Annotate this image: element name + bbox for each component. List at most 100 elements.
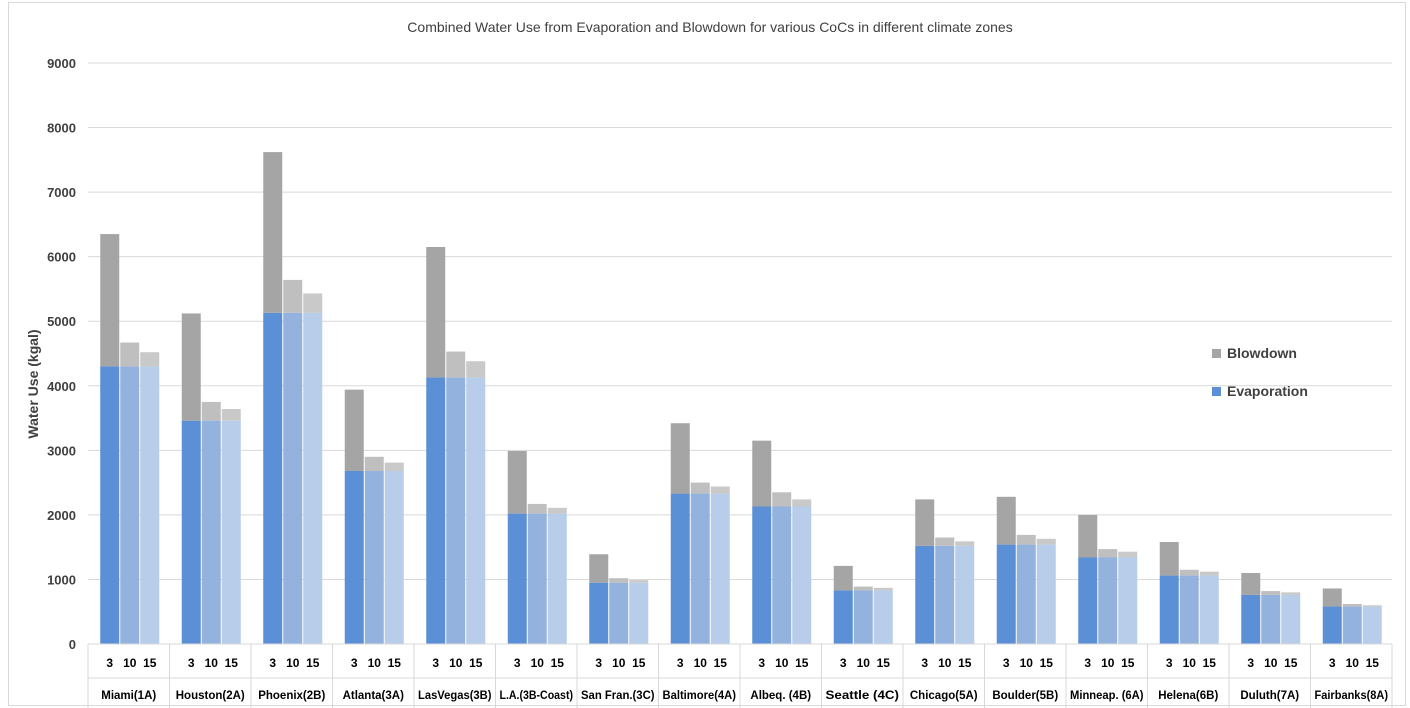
evaporation-bar — [263, 312, 283, 644]
blowdown-bar — [710, 486, 730, 494]
evaporation-bar — [1199, 575, 1219, 644]
blowdown-bar — [853, 586, 873, 591]
legend-swatch — [1212, 349, 1221, 358]
evaporation-bar — [1241, 594, 1261, 644]
blowdown-bar — [1179, 569, 1199, 576]
blowdown-bar — [466, 361, 486, 378]
evaporation-bar — [670, 493, 690, 644]
y-tick-label: 3000 — [47, 443, 76, 458]
evaporation-bar — [1179, 575, 1199, 644]
evaporation-bar — [1159, 575, 1179, 644]
y-tick-label: 5000 — [47, 314, 76, 329]
blowdown-bar — [833, 565, 853, 591]
y-tick-labels: 0 1000 2000 3000 4000 5000 6000 7000 8000 9000 — [47, 56, 76, 652]
evaporation-bar — [364, 470, 384, 644]
sub-category-label: 15 — [225, 656, 239, 670]
legend-label: Blowdown — [1227, 345, 1297, 361]
sub-category-label: 3 — [758, 656, 765, 670]
y-tick-label: 9000 — [47, 56, 76, 71]
evaporation-bar — [120, 366, 140, 644]
evaporation-bar — [1036, 544, 1056, 644]
chart-frame — [8, 2, 1406, 706]
evaporation-bar — [1261, 594, 1281, 644]
sub-category-label: 15 — [306, 656, 320, 670]
blowdown-bar — [1078, 514, 1098, 558]
legend: Blowdown Evaporation — [1212, 345, 1308, 399]
sub-category-label: 3 — [595, 656, 602, 670]
blowdown-bar — [589, 554, 609, 583]
sub-category-label: 3 — [677, 656, 684, 670]
blowdown-bar — [1281, 592, 1301, 595]
sub-category-label: 10 — [368, 656, 382, 670]
sub-category-label: 10 — [286, 656, 300, 670]
evaporation-bar — [1118, 557, 1138, 644]
sub-category-label: 10 — [694, 656, 708, 670]
evaporation-bar — [710, 493, 730, 644]
sub-category-label: 3 — [106, 656, 113, 670]
y-tick-label: 7000 — [47, 185, 76, 200]
evaporation-bar — [283, 312, 303, 644]
sub-category-label: 10 — [612, 656, 626, 670]
bars — [100, 152, 1382, 644]
evaporation-bar — [1322, 606, 1342, 644]
sub-category-label: 15 — [877, 656, 891, 670]
evaporation-bar — [140, 366, 160, 644]
y-tick-label: 6000 — [47, 250, 76, 265]
blowdown-bar — [1016, 534, 1036, 545]
blowdown-bar — [915, 499, 935, 546]
sub-category-label: 15 — [632, 656, 646, 670]
sub-category-label: 10 — [531, 656, 545, 670]
evaporation-bar — [384, 470, 404, 644]
evaporation-bar — [426, 377, 446, 644]
sub-category-label: 10 — [1101, 656, 1115, 670]
blowdown-bar — [446, 351, 466, 378]
evaporation-bar — [446, 377, 466, 644]
y-tick-label: 1000 — [47, 572, 76, 587]
blowdown-bar — [100, 234, 120, 367]
blowdown-bar — [426, 246, 446, 378]
blowdown-bar — [772, 492, 792, 507]
evaporation-bar — [181, 420, 201, 644]
evaporation-bar — [996, 544, 1016, 644]
blowdown-bar — [690, 482, 710, 494]
y-tick-label: 8000 — [47, 121, 76, 136]
sub-category-label: 3 — [840, 656, 847, 670]
sub-category-label: 3 — [1003, 656, 1010, 670]
blowdown-bar — [1261, 591, 1281, 595]
evaporation-bar — [303, 312, 323, 644]
legend-label: Evaporation — [1227, 383, 1308, 399]
evaporation-bar — [1016, 544, 1036, 644]
blowdown-bar — [752, 440, 772, 507]
group-label: Chicago(5A) — [910, 690, 978, 702]
sub-category-label: 15 — [469, 656, 483, 670]
blowdown-bar — [384, 462, 404, 471]
y-tick-label: 2000 — [47, 508, 76, 523]
group-label: Minneap. (6A) — [1070, 690, 1144, 702]
sub-category-label: 10 — [1264, 656, 1278, 670]
group-label: Fairbanks(8A) — [1315, 690, 1389, 702]
evaporation-bar — [201, 420, 221, 644]
sub-category-label: 15 — [143, 656, 157, 670]
sub-category-label: 15 — [551, 656, 565, 670]
blowdown-bar — [955, 541, 975, 546]
sub-category-label: 15 — [1040, 656, 1054, 670]
evaporation-bar — [1362, 606, 1382, 644]
evaporation-bar — [221, 420, 241, 644]
blowdown-bar — [996, 496, 1016, 545]
sub-category-label: 3 — [921, 656, 928, 670]
sub-category-label: 10 — [1183, 656, 1197, 670]
sub-category-label: 10 — [449, 656, 463, 670]
blowdown-bar — [527, 503, 547, 514]
sub-category-label: 3 — [269, 656, 276, 670]
sub-category-label: 15 — [958, 656, 972, 670]
sub-category-label: 15 — [388, 656, 402, 670]
y-tick-label: 0 — [69, 637, 76, 652]
blowdown-bar — [792, 499, 812, 507]
evaporation-bar — [507, 513, 527, 644]
sub-category-label: 10 — [857, 656, 871, 670]
y-axis-label: Water Use (kgal) — [25, 329, 41, 438]
evaporation-bar — [955, 545, 975, 644]
group-label: Houston(2A) — [176, 690, 245, 702]
